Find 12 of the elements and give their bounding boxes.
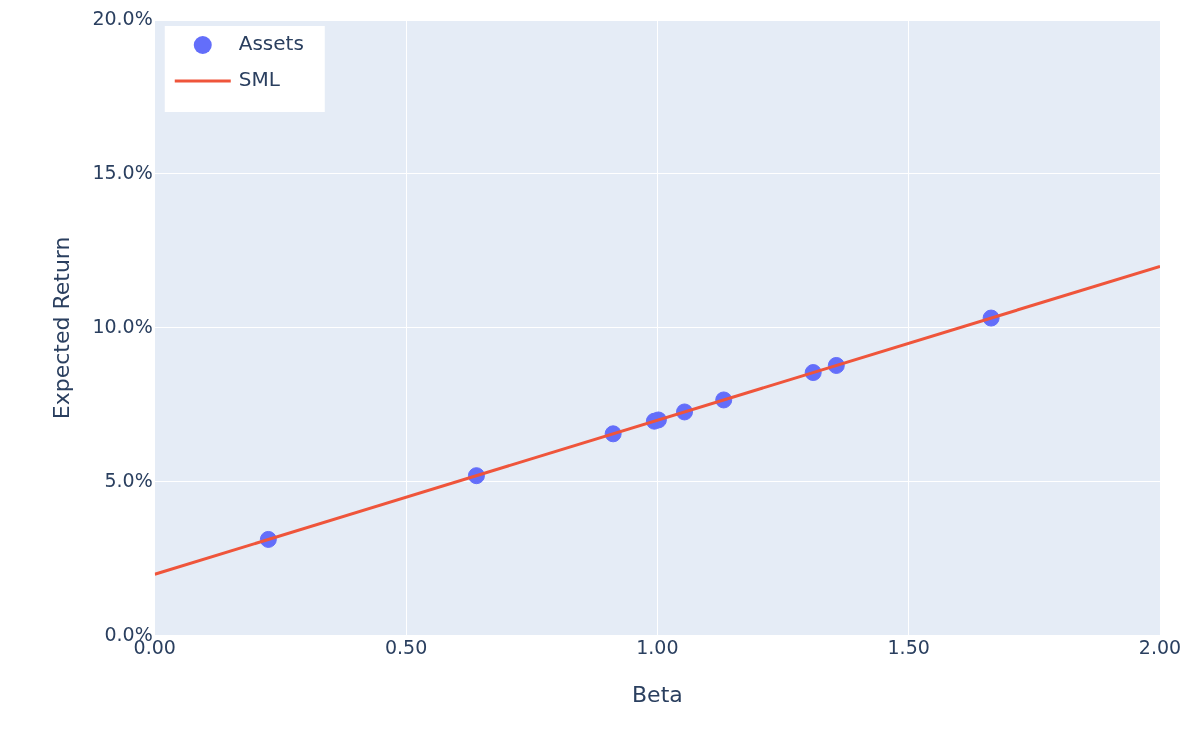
y-tick-label: 15.0% xyxy=(92,160,153,183)
x-tick-label: 1.00 xyxy=(636,636,679,659)
x-tick-label: 0.50 xyxy=(384,636,428,659)
legend-label: Assets xyxy=(238,31,304,56)
y-axis-title: Expected Return xyxy=(48,236,74,420)
y-tick-label: 20.0% xyxy=(92,6,153,29)
y-tick-label: 10.0% xyxy=(92,314,153,337)
x-tick-label: 2.00 xyxy=(1138,636,1182,659)
x-tick-label: 1.50 xyxy=(887,636,930,659)
legend-label: SML xyxy=(238,67,281,92)
x-axis-title: Beta xyxy=(632,681,683,707)
y-tick-label: 5.0% xyxy=(104,468,153,491)
